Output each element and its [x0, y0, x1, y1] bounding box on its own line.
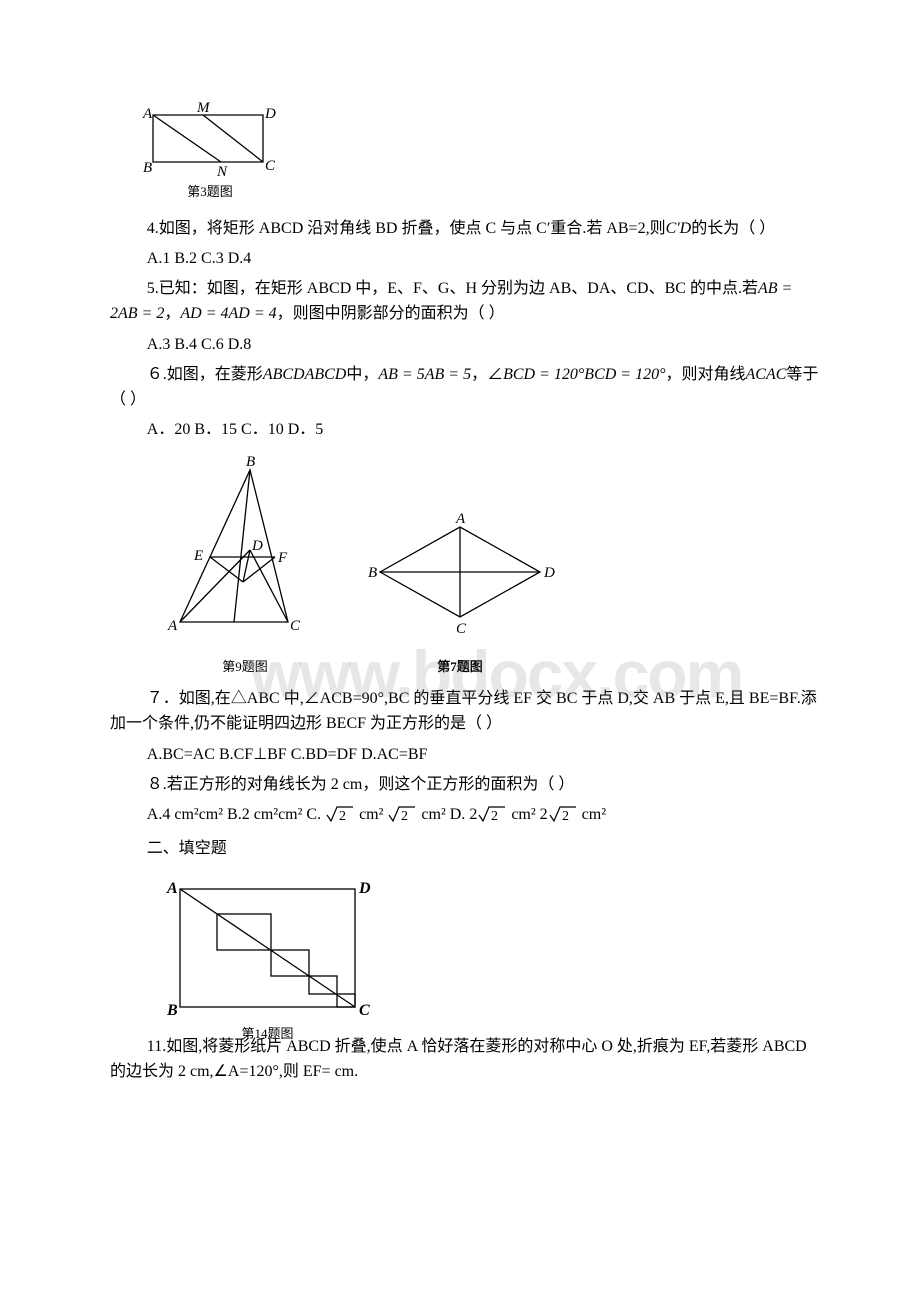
sqrt2-icon: 2 [548, 803, 578, 823]
svg-text:2: 2 [401, 809, 408, 823]
q6-ac: ACAC [746, 366, 787, 383]
fig7-label-A: A [455, 511, 466, 527]
q6-text: ６.如图，在菱形ABCDABCD中，AB = 5AB = 5，∠BCD = 12… [110, 363, 820, 413]
q6-comma1: ， [471, 366, 487, 383]
q11-text: 11.如图,将菱形纸片 ABCD 折叠,使点 A 恰好落在菱形的对称中心 O 处… [110, 1035, 820, 1085]
q5-eq2: AD = 4AD = 4 [180, 305, 276, 322]
q8-b: B.2 [227, 806, 254, 823]
fig3-label-C: C [265, 158, 276, 174]
q6-choices: A．20 B．15 C．10 D．5 [110, 418, 820, 442]
q5-main: 5.已知：如图，在矩形 ABCD 中，E、F、G、H 分别为边 AB、DA、CD… [147, 280, 758, 297]
fig7-caption: 第7题图 [360, 657, 560, 677]
fig14-label-A: A [166, 880, 178, 897]
q8-d-unit2: cm² [582, 806, 606, 823]
sqrt2-icon: 2 [387, 803, 417, 823]
q6-ab: AB = 5AB = 5 [378, 366, 471, 383]
figures-q9-q7: B A C E F D 第9题图 A B D C 第7题 [160, 452, 820, 677]
svg-text:2: 2 [562, 809, 569, 823]
q4-post: 的长为（ ） [691, 220, 775, 237]
figure-q9-svg: B A C E F D [160, 452, 330, 647]
q8-c-unit2: cm² [421, 806, 445, 823]
q6-prefix: ６.如图，在菱形 [147, 366, 263, 383]
q8-d: D. [450, 806, 470, 823]
q5-sep1: ， [164, 305, 180, 322]
fig14-label-C: C [359, 1002, 370, 1019]
q6-angle: ∠ [487, 366, 503, 383]
q6-abcd: ABCDABCD [263, 366, 347, 383]
q8-d-2b: 2 [540, 806, 548, 823]
q4-text: 4.如图，将矩形 ABCD 沿对角线 BD 折叠，使点 C 与点 C′重合.若 … [110, 217, 820, 242]
q7-text: ７．如图,在△ABC 中,∠ACB=90°,BC 的垂直平分线 EF 交 BC … [110, 687, 820, 737]
q8-d-unit1: cm² [511, 806, 535, 823]
figure-q14: A D B C 第14题图 [155, 877, 380, 1044]
q6-bcd: BCD = 120°BCD = 120° [503, 366, 665, 383]
q4-cd: C'D [666, 220, 692, 237]
figure-q7-svg: A B D C [360, 507, 560, 647]
q5-suffix: ，则图中阴影部分的面积为（ ） [277, 305, 505, 322]
q6-suffix: ，则对角线 [665, 366, 745, 383]
q8-d-2: 2 [469, 806, 477, 823]
fig3-label-M: M [196, 100, 211, 116]
fig7-label-B: B [368, 565, 377, 581]
q8-a-unit: cm²cm² [174, 806, 223, 823]
fig9-label-A: A [167, 618, 178, 634]
svg-text:2: 2 [339, 809, 346, 823]
q4-choices: A.1 B.2 C.3 D.4 [110, 247, 820, 271]
figure-q3: A M D B N C 第3题图 [135, 100, 820, 202]
sqrt2-icon: 2 [477, 803, 507, 823]
fig14-label-D: D [358, 880, 371, 897]
section-2-header: 二、填空题 [110, 837, 820, 861]
q5-choices: A.3 B.4 C.6 D.8 [110, 333, 820, 357]
figure-q7-wrap: A B D C 第7题图 [360, 507, 560, 677]
q8-c: C. [306, 806, 325, 823]
fig9-label-F: F [277, 550, 288, 566]
fig9-caption: 第9题图 [160, 657, 330, 677]
fig14-label-B: B [166, 1002, 178, 1019]
sqrt2-icon: 2 [325, 803, 355, 823]
q4-pre: 4.如图，将矩形 ABCD 沿对角线 BD 折叠，使点 C 与点 C′重合.若 … [147, 220, 666, 237]
figure-q9-wrap: B A C E F D 第9题图 [160, 452, 330, 677]
fig3-label-N: N [216, 164, 228, 180]
q8-a: A.4 [147, 806, 175, 823]
svg-text:2: 2 [491, 809, 498, 823]
q8-text: ８.若正方形的对角线长为 2 cm，则这个正方形的面积为（ ） [110, 773, 820, 798]
fig3-label-D: D [264, 106, 276, 122]
fig9-label-B: B [246, 454, 255, 470]
q8-b-unit: cm²cm² [254, 806, 303, 823]
figure-q3-svg: A M D B N C [135, 100, 285, 180]
fig9-label-E: E [193, 548, 203, 564]
q8-choices: A.4 cm²cm² B.2 cm²cm² C. 2 cm² 2 cm² D. … [110, 803, 820, 827]
fig7-label-C: C [456, 621, 467, 637]
fig9-label-C: C [290, 618, 301, 634]
figure-q14-svg: A D B C [155, 877, 380, 1022]
q5-text: 5.已知：如图，在矩形 ABCD 中，E、F、G、H 分别为边 AB、DA、CD… [110, 277, 820, 327]
q7-choices: A.BC=AC B.CF⊥BF C.BD=DF D.AC=BF [110, 743, 820, 767]
fig7-label-D: D [543, 565, 555, 581]
fig9-label-D: D [251, 538, 263, 554]
q6-mid1: 中， [346, 366, 378, 383]
fig3-label-A: A [142, 106, 153, 122]
q8-c-unit1: cm² [359, 806, 383, 823]
fig3-label-B: B [143, 160, 152, 176]
fig3-caption: 第3题图 [135, 182, 285, 202]
